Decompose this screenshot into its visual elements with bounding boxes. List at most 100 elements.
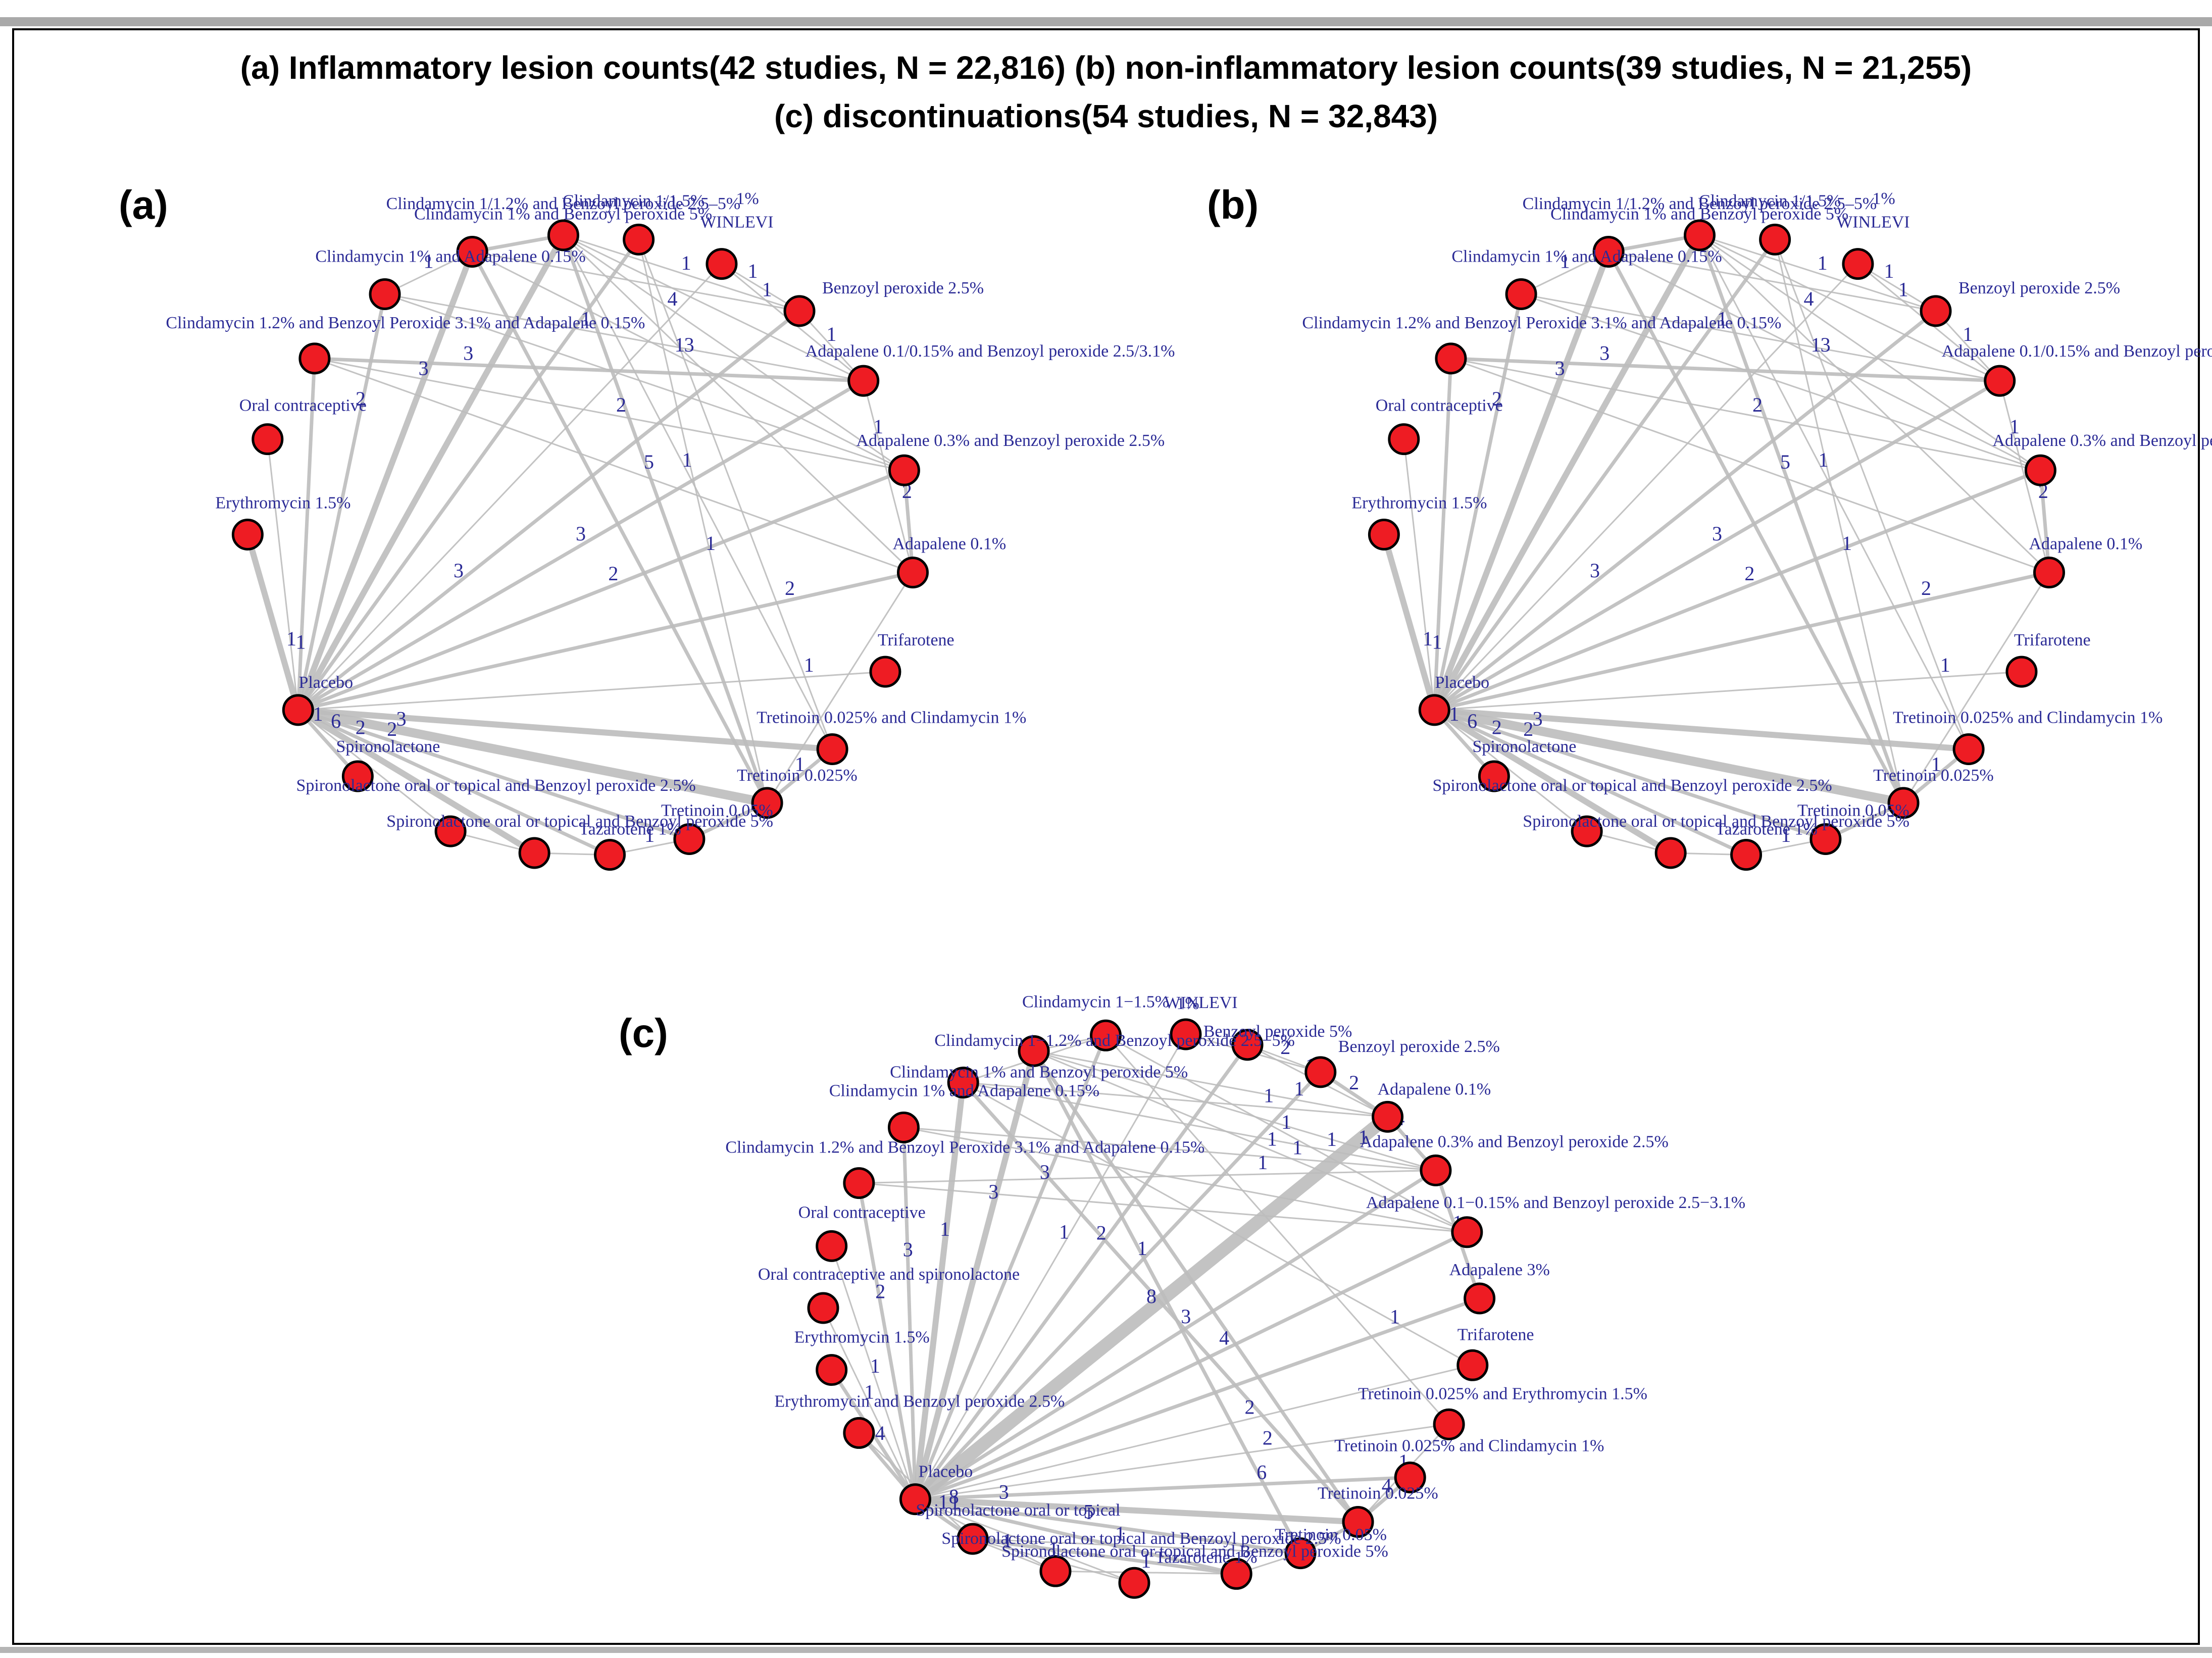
treatment-node-label: Clindamycin 1−1.2% and Benzoyl peroxide … [934,1031,1295,1050]
edge-count-label: 1 [940,1218,950,1240]
network-edge [314,357,864,383]
edge-count-label: 1 [424,249,434,272]
network-edge [297,706,768,808]
treatment-node-label: Erythromycin 1.5% [215,494,350,513]
network-edge [915,1423,1449,1500]
network-edge [903,1126,1436,1171]
bottom-gray-bar [0,1647,2212,1653]
edge-count-label: 3 [1555,357,1565,380]
edge-count-label: 1 [682,448,692,471]
network-edge [1033,1050,1468,1233]
treatment-node-label: Benzoyl peroxide 2.5% [1958,279,2120,297]
edge-count-label: 4 [1219,1326,1229,1349]
treatment-node-label: WINLEVI [1836,213,1909,232]
treatment-node-label: Spironolactone oral or topical and Benzo… [386,812,773,831]
treatment-node [282,694,314,726]
edge-count-label: 1 [1264,1084,1274,1107]
edge-count-label: 1 [1963,323,1973,345]
treatment-node [1654,837,1687,869]
edge-count-label: 6 [331,710,341,732]
treatment-node-label: Erythromycin 1.5% [794,1328,930,1347]
treatment-node-label: Clindamycin 1% and Adapalene 0.15% [829,1081,1099,1100]
panel-letter-c: (c) [619,1011,668,1056]
treatment-node [1220,1557,1252,1590]
treatment-node [1420,1154,1452,1186]
edge-count-label: 1 [1137,1237,1147,1260]
edge-count-label: 3 [396,707,407,730]
treatment-node [1304,1056,1337,1088]
treatment-node [899,1483,931,1516]
network-edge [1431,250,1612,712]
edge-count-label: 1 [1717,308,1727,330]
treatment-node-label: Clindamycin 1/1.2% and Benzoyl peroxide … [1523,194,1877,213]
network-edge [915,1364,1473,1500]
edge-count-label: 1 [1294,1077,1304,1100]
treatment-node-label: Adapalene 0.1/0.15% and Benzoyl peroxide… [806,342,1175,361]
network-edge [471,250,769,804]
treatment-node-label: Tretinoin 0.025% and Erythromycin 1.5% [1358,1384,1647,1403]
treatment-node-label: Clindamycin 1% and Adapalene 0.15% [315,247,585,266]
treatment-node-label: Benzoyl peroxide 2.5% [822,279,984,297]
treatment-node-label: Clindamycin 1% and Benzoyl peroxide 5% [890,1063,1188,1082]
network-edge [1433,379,2001,712]
treatment-node-label: Spironolactone oral or topical and Benzo… [1523,812,1909,831]
edge-count-label: 2 [608,562,618,585]
treatment-node [1090,1019,1122,1051]
treatment-node-label: Spironolactone [1472,737,1576,756]
network-edge [563,234,914,573]
treatment-node-label: Tazarotene 1% [579,820,681,839]
overlay-label: 1% [1176,994,1199,1013]
treatment-node [1842,248,1874,280]
network-edge [912,1082,967,1500]
edge-count-label: 1 [1390,1305,1400,1328]
treatment-node-label: WINLEVI [1164,993,1237,1012]
edge-count-label: 3 [684,333,694,356]
edge-count-label: 2 [1244,1395,1254,1418]
network-edge [384,293,864,382]
network-edge [563,234,905,471]
edge-count-label: 3 [903,1238,913,1261]
network-edge [638,239,833,750]
network-edge [563,235,833,750]
edge-count-label: 2 [1096,1222,1107,1244]
edge-count-label: 1 [1267,1127,1277,1150]
network-edge [1608,251,1936,312]
network-edge [1521,251,1609,295]
network-edge [1699,235,1970,750]
network-edge [297,571,914,712]
treatment-node [1231,1029,1264,1061]
treatment-node [1759,223,1791,256]
edge-count-label: 2 [1744,562,1754,585]
treatment-node [1478,760,1510,792]
edge-count-label: 1 [1359,1126,1369,1148]
treatment-node [1394,1462,1426,1494]
edge-count-label: 4 [1803,287,1814,310]
treatment-node-label: Adapalene 0.1% [1378,1080,1491,1098]
treatment-node [1683,219,1716,252]
network-edge [859,1170,1436,1184]
overlay-label: 1% [736,189,759,208]
network-edge [1032,1050,1360,1523]
edge-count-label: 1 [795,753,805,776]
network-edge [1433,310,1937,712]
treatment-node [947,1067,979,1099]
network-edge [314,358,913,574]
edge-count-label: 3 [463,341,473,364]
network-edge [296,238,640,711]
edge-count-label: 1 [1884,260,1894,282]
network-edge [915,1497,1301,1555]
network-edge [915,1497,1237,1576]
network-edge [1105,1034,1468,1233]
network-edge [297,708,690,841]
edge-count-label: 1 [1898,278,1908,301]
treatment-node [1433,1408,1465,1440]
network-edge [1699,234,2000,382]
edge-count-label: 1 [873,415,883,438]
network-edge [297,379,865,712]
treatment-node-label: Trifarotene [878,631,954,649]
network-edge [1434,468,2041,712]
network-edge [1433,238,1777,711]
edge-count-label: 1 [1818,448,1828,471]
treatment-node-label: Trifarotene [1457,1325,1534,1344]
